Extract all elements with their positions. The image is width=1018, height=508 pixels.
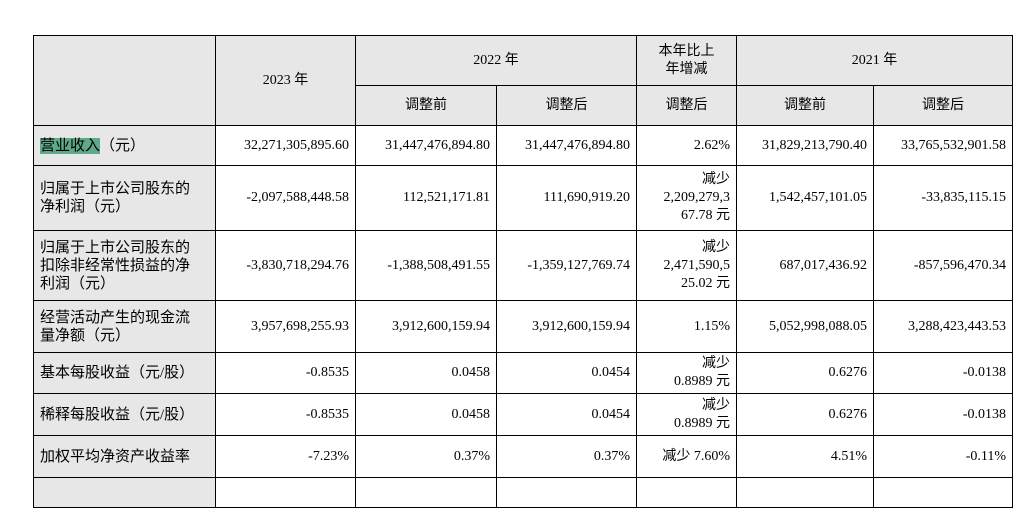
- header-cell: 调整前: [736, 85, 874, 126]
- value-cell: 112,521,171.81: [355, 165, 497, 231]
- data-row: 经营活动产生的现金流 量净额（元） 3,957,698,255.93 3,912,6…: [33, 300, 1013, 353]
- value-cell: 3,912,600,159.94: [355, 300, 497, 353]
- row-label: 归属于上市公司股东的 净利润（元）: [33, 165, 216, 231]
- data-row: 基本每股收益（元/股） -0.8535 0.0458 0.0454 减少 0.8989 …: [33, 352, 1013, 394]
- row-label: 归属于上市公司股东的 扣除非经常性损益的净 利润（元）: [33, 230, 216, 301]
- empty-cell: [33, 477, 216, 508]
- value-cell: 33,765,532,901.58: [873, 125, 1013, 166]
- value-cell: -2,097,588,448.58: [215, 165, 356, 231]
- data-row: 稀释每股收益（元/股） -0.8535 0.0458 0.0454 减少 0.8989 …: [33, 393, 1013, 436]
- value-cell: 减少 7.60%: [636, 435, 737, 478]
- value-cell: -0.0138: [873, 393, 1013, 436]
- value-cell: 687,017,436.92: [736, 230, 874, 301]
- label-part: 营业收入: [40, 137, 101, 154]
- header-cell: 2022 年: [355, 35, 637, 86]
- financial-table: 2023 年 2022 年本年比上 年增减 2021 年调整前 调整后 调整后 调整前 调整…: [33, 35, 1013, 508]
- value-cell: 减少 0.8989 元: [636, 393, 737, 436]
- header-cell: 调整后: [636, 85, 737, 126]
- value-cell: 减少 2,209,279,3 67.78 元: [636, 165, 737, 231]
- data-row: 归属于上市公司股东的 净利润（元） -2,097,588,448.58 112,52…: [33, 165, 1013, 231]
- value-cell: 32,271,305,895.60: [215, 125, 356, 166]
- label-part: （元）: [100, 137, 146, 154]
- value-cell: -0.0138: [873, 352, 1013, 394]
- value-cell: 减少 0.8989 元: [636, 352, 737, 394]
- value-cell: 111,690,919.20: [496, 165, 637, 231]
- value-cell: 减少 2,471,590,5 25.02 元: [636, 230, 737, 301]
- empty-cell: [215, 477, 356, 508]
- header-cell: 调整前: [355, 85, 497, 126]
- value-cell: -0.11%: [873, 435, 1013, 478]
- page: 2023 年 2022 年本年比上 年增减 2021 年调整前 调整后 调整后 调整前 调整…: [33, 35, 1013, 508]
- value-cell: -857,596,470.34: [873, 230, 1013, 301]
- header-row: 调整前 调整后 调整后 调整前 调整后: [34, 85, 1013, 126]
- value-cell: 31,447,476,894.80: [496, 125, 637, 166]
- value-cell: 4.51%: [736, 435, 874, 478]
- row-label: 营业收入（元）: [33, 125, 216, 166]
- value-cell: -33,835,115.15: [873, 165, 1013, 231]
- header-cell: 本年比上 年增减: [636, 35, 737, 86]
- value-cell: 0.0458: [355, 352, 497, 394]
- value-cell: 0.0458: [355, 393, 497, 436]
- empty-cell: [355, 477, 497, 508]
- header-cell: 2023 年: [215, 35, 356, 126]
- value-cell: 0.37%: [355, 435, 497, 478]
- empty-cell: [873, 477, 1013, 508]
- empty-cell: [636, 477, 737, 508]
- value-cell: -1,388,508,491.55: [355, 230, 497, 301]
- empty-cell: [736, 477, 874, 508]
- value-cell: 1,542,457,101.05: [736, 165, 874, 231]
- value-cell: 3,288,423,443.53: [873, 300, 1013, 353]
- value-cell: 0.0454: [496, 393, 637, 436]
- value-cell: 0.6276: [736, 352, 874, 394]
- value-cell: -3,830,718,294.76: [215, 230, 356, 301]
- value-cell: 0.6276: [736, 393, 874, 436]
- value-cell: 2.62%: [636, 125, 737, 166]
- value-cell: 3,912,600,159.94: [496, 300, 637, 353]
- row-label: 稀释每股收益（元/股）: [33, 393, 216, 436]
- empty-cell: [496, 477, 637, 508]
- value-cell: -7.23%: [215, 435, 356, 478]
- data-row: 加权平均净资产收益率 -7.23% 0.37% 0.37% 减少 7.60% 4.51% -…: [33, 435, 1013, 478]
- header-row: 2023 年 2022 年本年比上 年增减 2021 年: [33, 35, 1013, 126]
- header-cell: 调整后: [873, 85, 1013, 126]
- value-cell: 31,829,213,790.40: [736, 125, 874, 166]
- row-label: 加权平均净资产收益率: [33, 435, 216, 478]
- row-label: 经营活动产生的现金流 量净额（元）: [33, 300, 216, 353]
- value-cell: 0.0454: [496, 352, 637, 394]
- header-cell: 2021 年: [736, 35, 1013, 86]
- value-cell: 3,957,698,255.93: [215, 300, 356, 353]
- data-row: 营业收入（元） 32,271,305,895.60 31,447,476,894.8…: [33, 125, 1013, 166]
- value-cell: -0.8535: [215, 352, 356, 394]
- value-cell: -0.8535: [215, 393, 356, 436]
- value-cell: 1.15%: [636, 300, 737, 353]
- header-cell: [33, 35, 216, 126]
- data-row: [33, 477, 1013, 508]
- value-cell: 0.37%: [496, 435, 637, 478]
- value-cell: -1,359,127,769.74: [496, 230, 637, 301]
- data-row: 归属于上市公司股东的 扣除非经常性损益的净 利润（元） -3,830,718,29…: [33, 230, 1013, 301]
- value-cell: 31,447,476,894.80: [355, 125, 497, 166]
- row-label: 基本每股收益（元/股）: [33, 352, 216, 394]
- header-cell: 调整后: [496, 85, 637, 126]
- value-cell: 5,052,998,088.05: [736, 300, 874, 353]
